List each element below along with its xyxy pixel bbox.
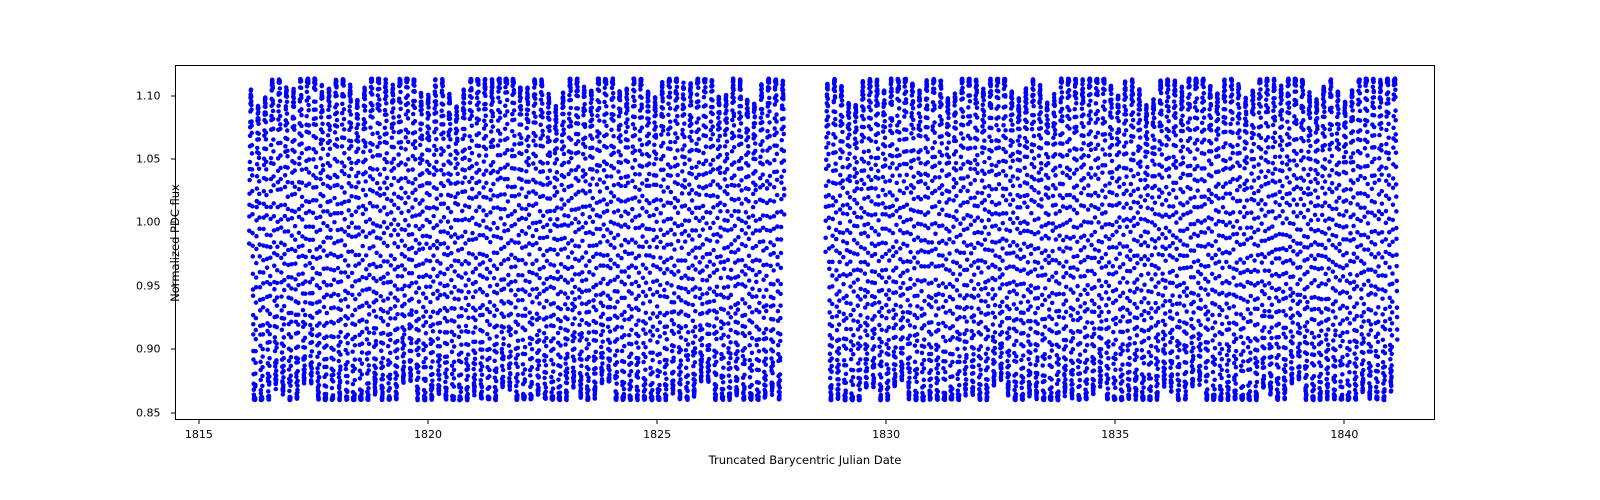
x-tick-mark — [428, 419, 429, 424]
x-tick-mark — [886, 419, 887, 424]
y-tick-mark — [171, 349, 176, 350]
x-tick-mark — [1115, 419, 1116, 424]
y-tick-label: 0.85 — [136, 406, 161, 419]
x-tick-mark — [657, 419, 658, 424]
x-tick-mark — [198, 419, 199, 424]
y-tick-label: 1.00 — [136, 216, 161, 229]
y-tick-mark — [171, 412, 176, 413]
x-tick-label: 1840 — [1330, 428, 1358, 441]
x-axis-label: Truncated Barycentric Julian Date — [709, 453, 902, 467]
scatter-plot — [176, 66, 1434, 419]
y-axis-label: Normalized PDC flux — [168, 184, 182, 302]
y-tick-mark — [171, 285, 176, 286]
x-tick-label: 1835 — [1101, 428, 1129, 441]
y-tick-label: 1.05 — [136, 153, 161, 166]
x-tick-label: 1825 — [643, 428, 671, 441]
light-curve-chart: Truncated Barycentric Julian Date Normal… — [175, 65, 1435, 420]
y-tick-mark — [171, 222, 176, 223]
y-tick-label: 0.95 — [136, 279, 161, 292]
x-tick-mark — [1344, 419, 1345, 424]
y-tick-mark — [171, 95, 176, 96]
y-tick-label: 1.10 — [136, 89, 161, 102]
y-tick-mark — [171, 159, 176, 160]
y-tick-label: 0.90 — [136, 343, 161, 356]
x-tick-label: 1830 — [872, 428, 900, 441]
x-tick-label: 1820 — [414, 428, 442, 441]
x-tick-label: 1815 — [185, 428, 213, 441]
